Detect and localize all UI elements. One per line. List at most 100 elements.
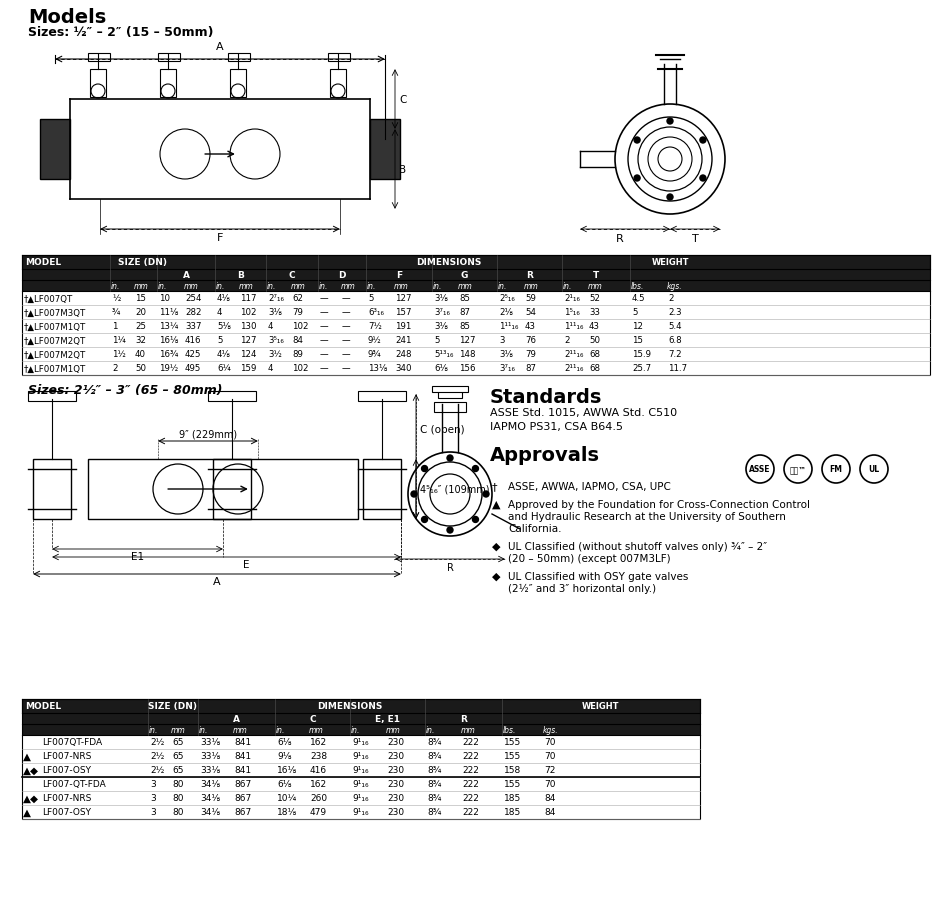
Text: DIMENSIONS: DIMENSIONS (415, 258, 480, 267)
Text: in.: in. (319, 281, 328, 290)
Text: 185: 185 (503, 807, 521, 816)
Bar (88, 54, 110, 62)
Text: 43: 43 (525, 322, 535, 331)
Text: A: A (213, 576, 221, 586)
Text: 33⅛: 33⅛ (200, 766, 220, 775)
Text: †▲LF007M2QT: †▲LF007M2QT (24, 350, 86, 359)
Bar (28, 391, 76, 401)
Text: 867: 867 (234, 779, 251, 788)
Text: 6³₁₆: 6³₁₆ (367, 308, 383, 318)
Text: 230: 230 (387, 738, 404, 747)
Text: —: — (320, 308, 329, 318)
Text: 130: 130 (240, 322, 256, 331)
Text: ASSE: ASSE (749, 465, 770, 474)
Text: 52: 52 (588, 294, 599, 303)
Text: E, E1: E, E1 (375, 714, 399, 723)
Text: 8¾: 8¾ (427, 766, 441, 775)
Text: 16⅛: 16⅛ (277, 766, 297, 775)
Text: 1¹¹₁₆: 1¹¹₁₆ (498, 322, 518, 331)
Text: 158: 158 (503, 766, 521, 775)
Text: 157: 157 (395, 308, 411, 318)
Bar (40, 120, 70, 179)
Text: —: — (320, 294, 329, 303)
Text: 10¼: 10¼ (277, 794, 297, 803)
Text: C (open): C (open) (419, 425, 464, 435)
Text: 425: 425 (185, 350, 201, 359)
Text: B: B (398, 165, 406, 175)
Text: 2: 2 (112, 364, 117, 373)
Text: mm: mm (458, 281, 472, 290)
Text: 34⅛: 34⅛ (200, 779, 220, 788)
Text: 9¹₁₆: 9¹₁₆ (351, 751, 368, 760)
Text: UL Classified with OSY gate valves: UL Classified with OSY gate valves (508, 571, 687, 582)
Text: 102: 102 (292, 322, 308, 331)
Text: 34⅛: 34⅛ (200, 807, 220, 816)
Text: California.: California. (508, 523, 561, 533)
Text: †▲LF007QT: †▲LF007QT (24, 294, 74, 303)
Text: 337: 337 (185, 322, 201, 331)
Text: LF007QT-FDA: LF007QT-FDA (42, 738, 102, 747)
Text: UL Classified (without shutoff valves only) ¾″ – 2″: UL Classified (without shutoff valves on… (508, 541, 767, 551)
Text: B: B (237, 271, 244, 280)
Text: 18⅛: 18⅛ (277, 807, 297, 816)
Text: 6.8: 6.8 (667, 336, 681, 345)
Text: E1: E1 (131, 551, 143, 561)
Text: SIZE (DN): SIZE (DN) (148, 702, 197, 711)
Text: 43: 43 (588, 322, 599, 331)
Text: 1½: 1½ (112, 350, 126, 359)
Text: 841: 841 (234, 766, 251, 775)
Text: R: R (460, 714, 466, 723)
Text: 87: 87 (459, 308, 469, 318)
Text: 3⅛: 3⅛ (268, 308, 281, 318)
Text: 87: 87 (525, 364, 535, 373)
Text: 191: 191 (395, 322, 411, 331)
Text: ▲◆: ▲◆ (23, 793, 39, 803)
Text: mm: mm (394, 281, 409, 290)
Circle shape (447, 456, 452, 462)
Text: 85: 85 (459, 294, 469, 303)
Circle shape (411, 492, 416, 497)
Text: MODEL: MODEL (25, 258, 61, 267)
Text: 2.3: 2.3 (667, 308, 681, 318)
Text: 127: 127 (395, 294, 411, 303)
Text: 1: 1 (112, 322, 117, 331)
Text: DIMENSIONS: DIMENSIONS (317, 702, 382, 711)
Text: 9½: 9½ (367, 336, 381, 345)
Text: 2: 2 (667, 294, 673, 303)
Text: T: T (592, 271, 598, 280)
Text: mm: mm (233, 725, 247, 734)
Text: †▲LF007M1QT: †▲LF007M1QT (24, 322, 86, 331)
Text: T: T (691, 234, 698, 244)
Text: 495: 495 (185, 364, 201, 373)
Text: —: — (320, 336, 329, 345)
Text: 4⅛: 4⅛ (217, 294, 230, 303)
Text: 4: 4 (268, 364, 273, 373)
Text: 5⅛: 5⅛ (217, 322, 230, 331)
Text: in.: in. (350, 725, 360, 734)
Text: 102: 102 (292, 364, 308, 373)
Text: 159: 159 (240, 364, 256, 373)
Text: R: R (615, 234, 623, 244)
Text: WEIGHT: WEIGHT (582, 702, 619, 711)
Text: 50: 50 (588, 336, 599, 345)
Text: F: F (396, 271, 401, 280)
Circle shape (472, 517, 478, 523)
Text: mm: mm (134, 281, 148, 290)
Text: Approved by the Foundation for Cross-Connection Control: Approved by the Foundation for Cross-Con… (508, 500, 809, 510)
Bar (22, 255, 929, 270)
Text: 80: 80 (172, 794, 183, 803)
Text: 5.4: 5.4 (667, 322, 681, 331)
Text: R: R (447, 562, 453, 573)
Text: 867: 867 (234, 807, 251, 816)
Text: 33⅛: 33⅛ (200, 751, 220, 760)
Text: 72: 72 (544, 766, 555, 775)
Text: mm: mm (171, 725, 186, 734)
Text: A: A (216, 42, 224, 52)
Text: Approvals: Approvals (490, 446, 599, 465)
Text: lbs.: lbs. (631, 281, 644, 290)
Text: 117: 117 (240, 294, 256, 303)
Text: F: F (216, 233, 223, 243)
Text: —: — (342, 364, 350, 373)
Text: 238: 238 (310, 751, 327, 760)
Text: A: A (182, 271, 190, 280)
